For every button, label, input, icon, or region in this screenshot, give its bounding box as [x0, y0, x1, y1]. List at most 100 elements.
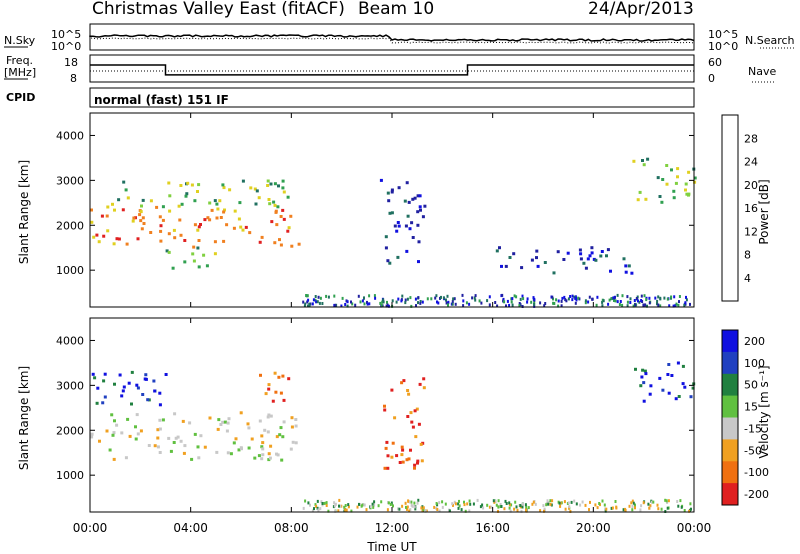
data-cell [420, 459, 424, 463]
data-cell [90, 435, 94, 439]
data-cell [171, 266, 175, 270]
clutter-cell [584, 503, 587, 507]
clutter-cell [430, 297, 433, 301]
data-cell [269, 414, 273, 418]
x-tick-label: 20:00 [576, 521, 611, 535]
data-cell [498, 246, 501, 250]
data-cell [642, 163, 646, 167]
clutter-cell [425, 509, 428, 513]
data-cell [193, 223, 197, 227]
data-cell [419, 442, 423, 446]
clutter-cell [409, 508, 412, 512]
clutter-cell [549, 499, 552, 503]
data-cell [233, 209, 237, 213]
data-cell [213, 240, 217, 244]
clutter-cell [441, 500, 444, 504]
data-cell [277, 184, 280, 188]
clutter-cell [560, 299, 563, 303]
clutter-cell [530, 300, 533, 304]
clutter-cell [410, 503, 413, 507]
clutter-cell [629, 297, 632, 301]
clutter-cell [381, 300, 384, 304]
data-cell [684, 182, 688, 186]
clutter-cell [551, 499, 554, 503]
data-cell [113, 382, 116, 386]
data-cell [605, 254, 608, 258]
clutter-cell [379, 301, 382, 305]
clutter-cell [302, 506, 305, 510]
data-cell [183, 444, 187, 448]
clutter-cell [506, 299, 509, 303]
clutter-cell [338, 498, 341, 502]
data-cell [388, 261, 392, 265]
clutter-cell [499, 503, 502, 506]
clutter-cell [307, 501, 310, 505]
data-cell [638, 190, 642, 194]
data-cell [125, 242, 129, 246]
clutter-cell [601, 499, 604, 503]
clutter-cell [303, 304, 306, 308]
data-cell [110, 413, 114, 417]
data-cell [247, 426, 251, 430]
data-cell [409, 448, 412, 452]
data-cell [273, 241, 277, 245]
clutter-cell [579, 503, 582, 507]
data-cell [167, 250, 171, 254]
data-cell [196, 228, 200, 232]
clutter-cell [334, 509, 337, 513]
data-cell [396, 221, 400, 224]
clutter-cell [511, 297, 514, 301]
clutter-cell [564, 507, 567, 511]
data-cell [144, 373, 148, 377]
clutter-cell [511, 303, 514, 307]
data-cell [665, 164, 669, 167]
data-cell [134, 437, 138, 441]
data-cell [105, 214, 109, 218]
clutter-cell [387, 304, 390, 308]
data-cell [416, 210, 420, 214]
data-cell [268, 202, 272, 206]
clutter-cell [601, 300, 604, 304]
clutter-cell [457, 502, 460, 506]
clutter-cell [573, 499, 576, 503]
clutter-cell [588, 508, 590, 512]
x-tick-label: 00:00 [73, 521, 108, 535]
clutter-cell [314, 503, 317, 507]
data-cell [139, 210, 143, 214]
clutter-cell [435, 294, 438, 298]
data-cell [390, 388, 394, 392]
data-cell [276, 205, 280, 209]
data-cell [203, 445, 207, 449]
data-cell [117, 198, 121, 202]
data-cell [118, 373, 122, 377]
data-cell [239, 411, 243, 415]
data-cell [120, 394, 124, 398]
data-cell [390, 211, 394, 215]
data-cell [275, 452, 278, 456]
data-cell [416, 459, 420, 463]
y-tick-label: 3000 [56, 379, 84, 392]
data-cell [136, 386, 140, 390]
clutter-cell [468, 302, 471, 306]
data-cell [406, 415, 410, 418]
clutter-cell [656, 302, 658, 306]
clutter-cell [451, 300, 454, 303]
data-cell [121, 389, 125, 393]
data-cell [215, 202, 219, 206]
data-cell [530, 258, 534, 262]
x-tick-label: 12:00 [375, 521, 410, 535]
data-cell [495, 249, 499, 253]
data-cell [677, 395, 681, 398]
data-cell [642, 399, 646, 403]
clutter-cell [320, 500, 323, 504]
clutter-cell [482, 506, 485, 510]
clutter-cell [534, 502, 537, 506]
clutter-cell [321, 502, 324, 505]
data-cell [281, 179, 285, 183]
clutter-cell [553, 302, 556, 305]
clutter-cell [550, 503, 553, 507]
data-cell [213, 199, 217, 203]
nave-right-tick-top: 60 [708, 56, 722, 69]
clutter-cell [689, 502, 692, 506]
